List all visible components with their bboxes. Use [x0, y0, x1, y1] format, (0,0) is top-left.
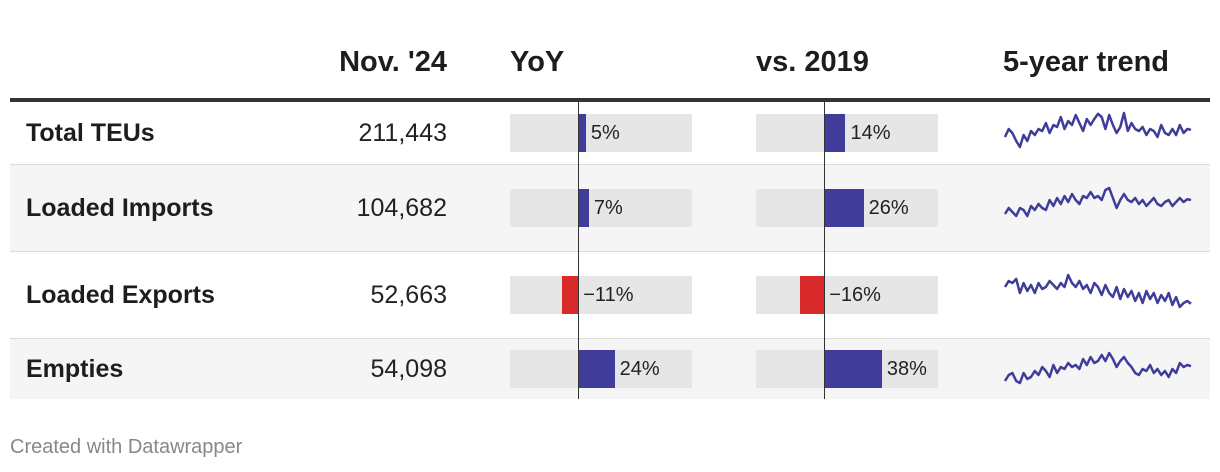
yoy-label: 7%: [593, 197, 623, 219]
yoy-bar: [578, 189, 589, 227]
footer-credit: Created with Datawrapper: [10, 436, 243, 458]
row-value: 52,663: [370, 281, 447, 309]
sparkline-path: [1003, 351, 1192, 385]
sparkline: [1003, 111, 1192, 149]
row-label: Empties: [26, 354, 124, 383]
header-yoy: YoY: [510, 46, 565, 78]
row-label: Loaded Imports: [26, 193, 214, 222]
row-label: Total TEUs: [26, 118, 155, 147]
table-header: Nov. '24 YoY vs. 2019 5-year trend: [10, 30, 1210, 102]
vs-2019-label: 14%: [850, 122, 891, 144]
row-value: 104,682: [356, 194, 447, 222]
yoy-bar-track: 5%: [510, 114, 692, 152]
header-trend: 5-year trend: [1003, 46, 1170, 78]
yoy-bar: [578, 114, 586, 152]
sparkline-path: [1003, 186, 1192, 218]
sparkline-path: [1003, 273, 1192, 309]
yoy-bar: [578, 350, 615, 388]
table-row: Loaded Imports 104,682 7% 26%: [10, 165, 1210, 252]
yoy-label: 24%: [619, 358, 660, 380]
yoy-zero-line: [577, 102, 579, 399]
header-value: Nov. '24: [339, 46, 447, 78]
sparkline-path: [1003, 111, 1192, 149]
vs-2019-bar-track: 14%: [756, 114, 938, 152]
sparkline: [1003, 186, 1192, 218]
row-value: 54,098: [370, 355, 447, 383]
yoy-label: −11%: [583, 284, 634, 306]
yoy-label: 5%: [590, 122, 620, 144]
vs-2019-label: 26%: [868, 197, 909, 219]
vs-2019-label: −16%: [829, 284, 881, 306]
row-value: 211,443: [358, 119, 447, 147]
data-table: Nov. '24 YoY vs. 2019 5-year trend Total…: [10, 30, 1210, 399]
vs2019-zero-line: [823, 102, 825, 399]
sparkline: [1003, 351, 1192, 385]
vs-2019-bar-track: 38%: [756, 350, 938, 388]
table-row: Loaded Exports 52,663 −11% −16%: [10, 252, 1210, 339]
vs-2019-label: 38%: [886, 358, 927, 380]
vs-2019-bar: [824, 114, 846, 152]
row-label: Loaded Exports: [26, 280, 215, 309]
table-body: Total TEUs 211,443 5% 14% Loaded Imports 104,…: [10, 102, 1210, 399]
vs-2019-bar: [799, 276, 825, 314]
header-vs-2019: vs. 2019: [756, 46, 869, 78]
vs-2019-bar-track: −16%: [756, 276, 938, 314]
yoy-bar-track: 24%: [510, 350, 692, 388]
yoy-bar-track: −11%: [510, 276, 692, 314]
vs-2019-bar: [824, 189, 864, 227]
yoy-bar: [561, 276, 579, 314]
vs-2019-bar: [824, 350, 882, 388]
table-row: Total TEUs 211,443 5% 14%: [10, 102, 1210, 165]
vs-2019-bar-track: 26%: [756, 189, 938, 227]
table-row: Empties 54,098 24% 38%: [10, 339, 1210, 399]
yoy-bar-track: 7%: [510, 189, 692, 227]
sparkline: [1003, 273, 1192, 309]
